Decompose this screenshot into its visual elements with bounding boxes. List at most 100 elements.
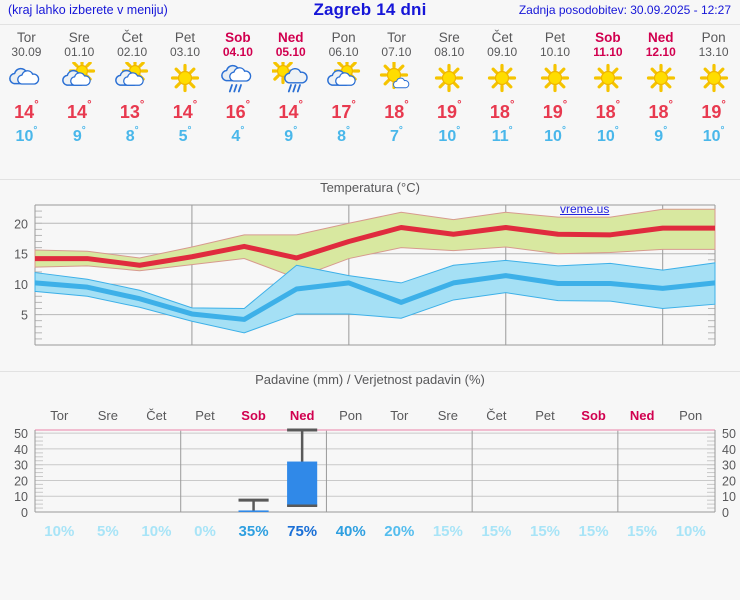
low-temp-value: 10° xyxy=(597,125,619,145)
low-temp-value: 7° xyxy=(390,125,403,145)
day-date: 09.10 xyxy=(487,45,518,59)
temperature-chart-title: Temperatura (°C) xyxy=(320,180,420,195)
precipitation-probability: 10% xyxy=(676,523,706,540)
sun-cloud-icon xyxy=(317,59,370,99)
day-header: Čet 09.10 xyxy=(476,30,529,59)
high-temp-value: 18° xyxy=(648,99,673,122)
day-date: 05.10 xyxy=(275,45,306,59)
svg-text:30: 30 xyxy=(14,459,28,473)
precipitation-probability: 0% xyxy=(194,523,216,540)
svg-text:20: 20 xyxy=(722,474,736,488)
precipitation-chart-svg: Tor Sre Čet Pet Sob Ned Pon Tor Sre Čet Pet Sob Ned P… xyxy=(14,408,736,540)
day-date: 02.10 xyxy=(117,45,148,59)
svg-text:0: 0 xyxy=(21,506,28,520)
precip-day-label: Pon xyxy=(679,408,702,423)
day-name: Sob xyxy=(225,30,251,45)
svg-text:20: 20 xyxy=(14,217,28,231)
day-name: Sre xyxy=(68,30,90,45)
day-name: Ned xyxy=(647,30,674,45)
high-temp-value: 14° xyxy=(278,99,303,122)
day-name: Pet xyxy=(544,30,566,45)
sun-icon xyxy=(423,59,476,99)
precipitation-probability: 15% xyxy=(481,523,511,540)
high-temp-value: 14° xyxy=(14,99,39,122)
high-temp-value: 18° xyxy=(384,99,409,122)
day-header: Pet 03.10 xyxy=(159,30,212,59)
last-updated-text: Zadnja posodobitev: 30.09.2025 - 12:27 xyxy=(518,3,731,17)
forecast-high-temps: 14° 14° 13° 14° 16° 14° 17° 18° 19° 18° 19° 18° 18° 1… xyxy=(0,99,740,125)
day-name: Ned xyxy=(277,30,304,45)
sun-cloud-icon xyxy=(53,59,106,99)
day-header: Sob 04.10 xyxy=(211,30,264,59)
sun-small-cloud-icon xyxy=(370,59,423,99)
day-date: 04.10 xyxy=(222,45,253,59)
day-header: Sob 11.10 xyxy=(581,30,634,59)
sun-icon xyxy=(529,59,582,99)
day-date: 07.10 xyxy=(381,45,412,59)
precip-day-label: Sob xyxy=(241,408,266,423)
page-title: Zagreb 14 dni xyxy=(313,0,427,19)
day-name: Tor xyxy=(387,30,406,45)
precipitation-probability: 15% xyxy=(433,523,463,540)
day-date: 12.10 xyxy=(645,45,676,59)
low-temp-value: 8° xyxy=(125,125,139,145)
svg-text:0: 0 xyxy=(722,506,729,520)
precip-day-label: Pet xyxy=(195,408,215,423)
precip-day-label: Sre xyxy=(438,408,458,423)
svg-text:10: 10 xyxy=(14,278,28,292)
precipitation-probability: 35% xyxy=(239,523,269,540)
chart-divider xyxy=(0,371,740,372)
day-header: Ned 12.10 xyxy=(634,30,687,59)
day-header: Sre 01.10 xyxy=(53,30,106,59)
day-date: 11.10 xyxy=(593,45,623,59)
precip-day-label: Pon xyxy=(339,408,362,423)
forecast-low-temps: 10° 9° 8° 5° 4° 9° 8° 7° 10° 11° 10° 10° 9° 10° xyxy=(0,125,740,149)
temperature-chart: Temperatura (°C) 5 10 15 20 vreme.us xyxy=(0,180,740,365)
forecast-weather-icons xyxy=(0,59,740,99)
precipitation-probability: 15% xyxy=(579,523,609,540)
day-name: Sre xyxy=(438,30,460,45)
day-header: Pon 06.10 xyxy=(317,30,370,59)
sun-icon xyxy=(687,59,740,99)
day-date: 06.10 xyxy=(328,45,359,59)
low-temp-value: 9° xyxy=(72,125,86,145)
low-temp-value: 4° xyxy=(231,125,245,145)
svg-text:50: 50 xyxy=(722,427,736,441)
svg-text:10: 10 xyxy=(722,490,736,504)
high-temp-value: 13° xyxy=(119,99,145,122)
high-temp-value: 19° xyxy=(701,99,726,122)
forecast-day-headers: Tor 30.09 Sre 01.10 Čet 02.10 Pet 03.10 Sob 04.10… xyxy=(0,25,740,59)
precipitation-bar xyxy=(287,461,318,506)
watermark-link[interactable]: vreme.us xyxy=(560,202,610,216)
day-header: Čet 02.10 xyxy=(106,30,159,59)
precipitation-probability: 10% xyxy=(141,523,171,540)
day-name: Čet xyxy=(491,30,513,45)
day-date: 30.09 xyxy=(11,45,42,59)
day-name: Pon xyxy=(331,30,356,45)
svg-text:20: 20 xyxy=(14,474,28,488)
day-date: 08.10 xyxy=(434,45,465,59)
high-temp-value: 19° xyxy=(542,99,568,122)
low-temp-value: 10° xyxy=(544,125,566,145)
high-temp-value: 18° xyxy=(595,99,621,122)
day-header: Pet 10.10 xyxy=(529,30,582,59)
sun-icon xyxy=(581,59,634,99)
day-header: Pon 13.10 xyxy=(687,30,740,59)
day-name: Sob xyxy=(595,30,621,45)
low-temp-value: 10° xyxy=(438,125,461,145)
svg-text:40: 40 xyxy=(14,443,28,457)
precipitation-chart-title: Padavine (mm) / Verjetnost padavin (%) xyxy=(255,372,485,387)
svg-text:50: 50 xyxy=(14,427,28,441)
page-header: (kraj lahko izberete v meniju) Zagreb 14… xyxy=(0,0,740,24)
precipitation-probability: 15% xyxy=(627,523,657,540)
precipitation-bar xyxy=(238,510,269,512)
precip-day-label: Ned xyxy=(630,408,655,423)
day-name: Pet xyxy=(174,30,196,45)
strip-divider xyxy=(0,179,740,180)
day-date: 01.10 xyxy=(64,45,95,59)
high-temp-value: 14° xyxy=(172,99,198,122)
day-header: Tor 07.10 xyxy=(370,30,423,59)
low-temp-value: 10° xyxy=(15,125,38,145)
precip-day-label: Tor xyxy=(390,408,409,423)
precipitation-probability: 10% xyxy=(44,523,74,540)
